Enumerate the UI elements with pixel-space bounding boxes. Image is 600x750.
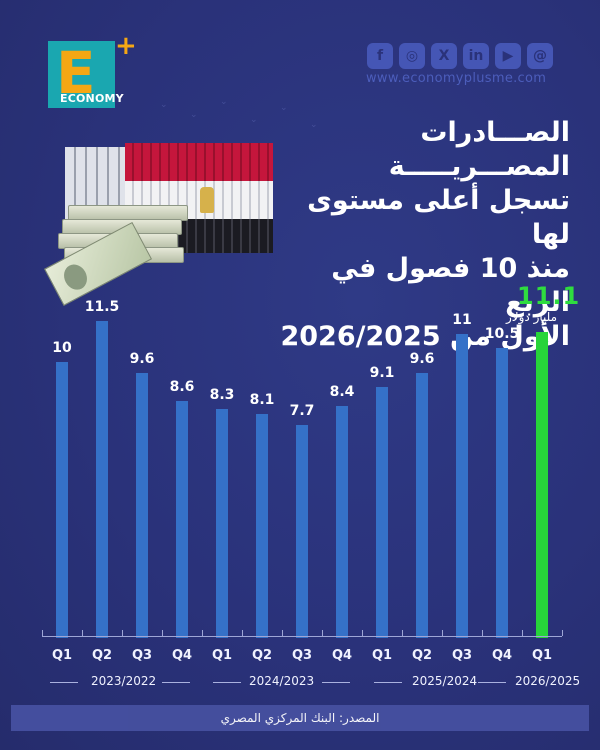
birds-decoration: ⌄ ⌄ ⌄ ⌄ ⌄ ⌄	[160, 97, 318, 130]
website-link[interactable]: www.economyplusme.com	[366, 71, 547, 86]
threads-icon[interactable]: @	[527, 43, 553, 69]
bar	[216, 409, 228, 638]
axis-tick	[362, 630, 363, 636]
container-money-illustration	[40, 135, 275, 307]
fiscal-year-label: 2023/2022	[91, 674, 157, 688]
axis-tick	[442, 630, 443, 636]
eagle-emblem-icon	[200, 187, 214, 213]
social-links: f ◎ X in ▶ @	[367, 43, 553, 69]
axis-tick	[82, 630, 83, 636]
logo-word: ECONOMY	[60, 92, 124, 105]
axis-tick	[42, 630, 43, 636]
axis-tick	[122, 630, 123, 636]
instagram-icon[interactable]: ◎	[399, 43, 425, 69]
axis-tick	[282, 630, 283, 636]
bar-value-label: 10.5	[484, 326, 520, 342]
youtube-icon[interactable]: ▶	[495, 43, 521, 69]
bar	[416, 373, 428, 638]
linkedin-icon[interactable]: in	[463, 43, 489, 69]
axis-tick	[202, 630, 203, 636]
bar-value-label: 7.7	[289, 403, 315, 419]
quarter-label: Q3	[451, 648, 473, 663]
bar	[176, 401, 188, 638]
bar-value-label: 8.3	[209, 387, 235, 403]
bar-value-label: 10	[52, 340, 72, 356]
bar-value-label: 8.4	[329, 384, 355, 400]
x-icon[interactable]: X	[431, 43, 457, 69]
year-separator-line	[50, 682, 78, 683]
fiscal-year-label: 2025/2024	[412, 674, 478, 688]
year-separator-line	[162, 682, 190, 683]
bar-value-label: 11.1	[517, 282, 581, 310]
source-note: المصدر: البنك المركزي المصري	[11, 705, 589, 731]
dollar-stack-icon	[40, 205, 190, 307]
bar	[496, 348, 508, 638]
bar-value-label: 8.1	[249, 392, 275, 408]
bar	[56, 362, 68, 638]
headline-line-2: تسجل أعلى مستوى لها	[307, 185, 570, 250]
bar	[376, 387, 388, 638]
bar	[336, 406, 348, 638]
bar-highlight	[536, 332, 548, 638]
facebook-icon[interactable]: f	[367, 43, 393, 69]
bar-value-label: 8.6	[169, 379, 195, 395]
axis-tick	[242, 630, 243, 636]
quarter-label: Q1	[531, 648, 553, 663]
quarter-label: Q4	[331, 648, 353, 663]
axis-tick	[322, 630, 323, 636]
quarter-label: Q4	[171, 648, 193, 663]
axis-tick	[162, 630, 163, 636]
headline: الصـــادرات المصـــريـــــة تسجل أعلى مس…	[280, 116, 570, 354]
economy-plus-logo: E + ECONOMY	[48, 33, 137, 109]
quarter-label: Q3	[131, 648, 153, 663]
axis-tick	[482, 630, 483, 636]
exports-bar-chart: 10 Q1 11.5 Q2 9.6 Q3 8.6 Q4 8.3 Q1 8.1 Q2 7.7 Q3 8.4 Q4…	[0, 280, 600, 688]
bar	[256, 414, 268, 638]
bar	[96, 321, 108, 638]
x-axis-line	[42, 636, 562, 637]
quarter-label: Q4	[491, 648, 513, 663]
headline-line-1: الصـــادرات المصـــريـــــة	[388, 117, 570, 182]
bar	[456, 334, 468, 638]
logo-plus-icon: +	[115, 31, 137, 61]
bar-value-label: 9.6	[129, 351, 155, 367]
bar-value-label: 11	[452, 312, 472, 328]
bar	[136, 373, 148, 638]
bar	[296, 425, 308, 638]
bar-value-label: 9.6	[409, 351, 435, 367]
quarter-label: Q1	[51, 648, 73, 663]
logo-letter: E	[56, 39, 96, 107]
axis-tick	[562, 630, 563, 636]
fiscal-year-label: 2024/2023	[249, 674, 315, 688]
axis-tick	[522, 630, 523, 636]
bar-value-label: 9.1	[369, 365, 395, 381]
year-separator-line	[213, 682, 241, 683]
quarter-label: Q2	[91, 648, 113, 663]
fiscal-year-label: 2026/2025	[515, 674, 581, 688]
unit-label: مليار دولار	[506, 310, 558, 324]
year-separator-line	[374, 682, 402, 683]
quarter-label: Q1	[211, 648, 233, 663]
year-separator-line	[322, 682, 350, 683]
quarter-label: Q2	[251, 648, 273, 663]
bar-value-label: 11.5	[84, 299, 120, 315]
quarter-label: Q1	[371, 648, 393, 663]
logo-square	[48, 41, 115, 108]
headline-line-3: منذ 10 فصول في الربع	[331, 253, 570, 318]
year-separator-line	[478, 682, 506, 683]
quarter-label: Q3	[291, 648, 313, 663]
quarter-label: Q2	[411, 648, 433, 663]
axis-tick	[402, 630, 403, 636]
